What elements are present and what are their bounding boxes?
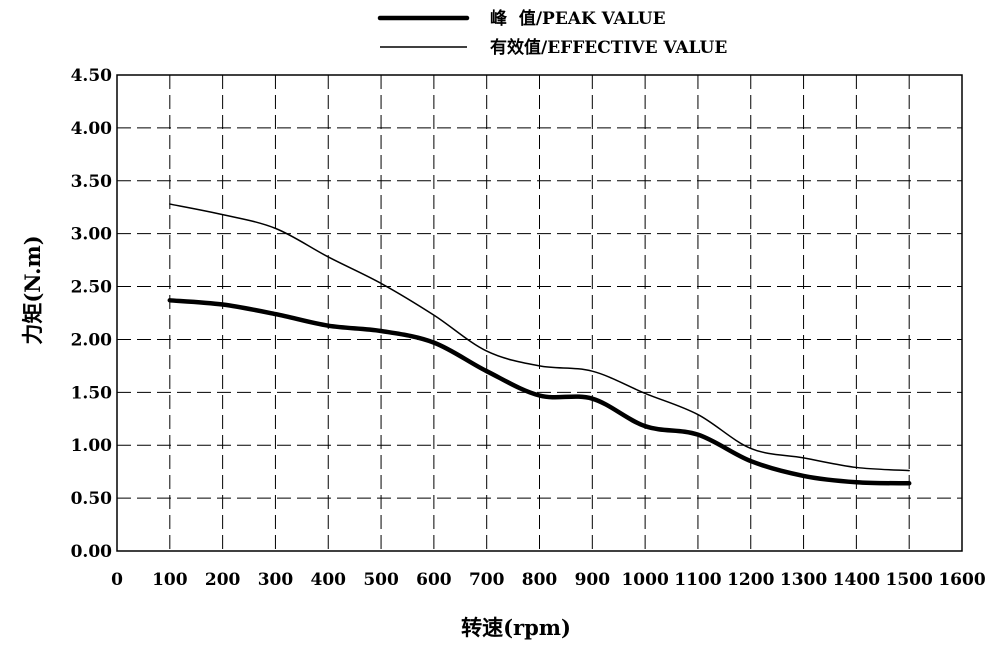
y-tick-label: 1.00 [71, 436, 113, 456]
x-tick-label: 600 [416, 570, 452, 590]
x-tick-label: 500 [363, 570, 399, 590]
plot-frame [116, 74, 963, 552]
y-axis-ticks: 0.00 0.50 1.00 1.50 2.00 2.50 3.00 3.50 4.00 4.50 [71, 66, 113, 562]
x-tick-label: 0 [111, 570, 123, 590]
y-tick-label: 4.50 [71, 66, 113, 86]
x-tick-label: 1300 [780, 570, 827, 590]
y-tick-label: 4.00 [71, 119, 113, 139]
x-tick-label: 1200 [727, 570, 774, 590]
x-tick-label: 1500 [886, 570, 933, 590]
x-tick-label: 1100 [674, 570, 721, 590]
x-tick-label: 400 [311, 570, 347, 590]
y-tick-label: 0.00 [71, 542, 113, 562]
series-line-2 [169, 203, 910, 472]
y-tick-label: 3.50 [71, 172, 113, 192]
legend-label-2: 有效值/EFFECTIVE VALUE [490, 37, 727, 58]
x-tick-label: 900 [575, 570, 611, 590]
grid [117, 75, 962, 551]
y-tick-label: 0.50 [71, 489, 113, 509]
x-axis-ticks: 0 100 200 300 400 500 600 700 800 900 1000 1100 1200… [111, 570, 986, 590]
x-tick-label: 1000 [621, 570, 668, 590]
x-axis-title: 转速(rpm) [461, 615, 571, 640]
x-tick-label: 100 [152, 570, 188, 590]
series-line-1 [167, 298, 912, 486]
y-tick-label: 1.50 [71, 383, 113, 403]
y-tick-label: 2.50 [71, 278, 113, 298]
x-tick-label: 300 [258, 570, 294, 590]
x-tick-label: 800 [522, 570, 558, 590]
x-tick-label: 700 [469, 570, 505, 590]
series-layer [167, 203, 912, 486]
y-axis-title: 力矩(N.m) [20, 235, 45, 344]
x-tick-label: 1400 [833, 570, 880, 590]
x-tick-label: 1600 [938, 570, 985, 590]
legend: 峰 值/PEAK VALUE 有效值/EFFECTIVE VALUE [377, 8, 727, 58]
y-tick-label: 2.00 [71, 330, 113, 350]
x-tick-label: 200 [205, 570, 241, 590]
legend-label-1: 峰 值/PEAK VALUE [490, 8, 666, 29]
y-tick-label: 3.00 [71, 225, 113, 245]
